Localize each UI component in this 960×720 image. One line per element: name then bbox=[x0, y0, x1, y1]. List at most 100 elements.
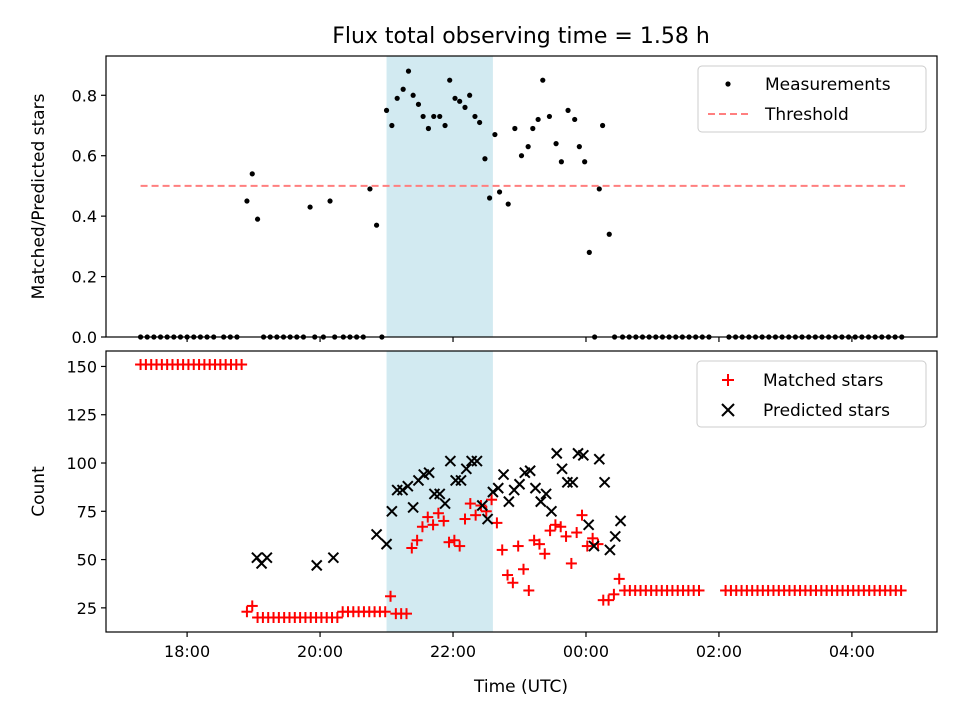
measurement-point bbox=[431, 113, 437, 120]
matched-star-marker bbox=[613, 573, 625, 585]
measurement-point bbox=[606, 231, 612, 237]
predicted-star-marker bbox=[535, 495, 547, 508]
predicted-star-marker bbox=[492, 482, 504, 494]
x-tick-label: 00:00 bbox=[563, 642, 609, 661]
predicted-star-marker bbox=[311, 559, 323, 572]
measurement-point bbox=[582, 159, 588, 165]
measurement-point bbox=[586, 249, 592, 255]
measurement-point bbox=[572, 116, 578, 123]
matched-star-marker bbox=[427, 519, 439, 531]
measurement-point bbox=[244, 198, 250, 204]
predicted-star-marker bbox=[439, 497, 451, 510]
matched-star-marker bbox=[411, 534, 423, 546]
x-tick-label: 04:00 bbox=[829, 642, 875, 661]
legend: Matched stars Predicted stars bbox=[696, 360, 927, 428]
measurement-point bbox=[565, 107, 571, 113]
matched-star-marker bbox=[895, 584, 907, 596]
y-tick-label: 0.8 bbox=[72, 86, 97, 105]
measurement-point bbox=[535, 116, 541, 123]
matched-star-marker bbox=[512, 540, 524, 552]
matched-star-marker bbox=[507, 577, 519, 589]
predicted-star-marker bbox=[556, 463, 568, 475]
y-tick-label: 150 bbox=[66, 357, 97, 376]
ratio-marks bbox=[137, 68, 906, 340]
measurement-point bbox=[530, 125, 536, 132]
predicted-star-marker bbox=[577, 449, 590, 461]
measurement-point bbox=[437, 113, 443, 120]
chart-title: Flux total observing time = 1.58 h bbox=[332, 24, 710, 49]
predicted-star-marker bbox=[524, 465, 536, 477]
measurement-point bbox=[472, 113, 478, 120]
matched-star-marker bbox=[385, 590, 397, 602]
measurement-point bbox=[389, 122, 395, 129]
matched-star-marker bbox=[517, 563, 529, 575]
measurement-point bbox=[410, 92, 416, 98]
matched-star-marker bbox=[448, 534, 460, 546]
predicted-star-marker bbox=[460, 463, 473, 475]
measurement-point bbox=[367, 186, 373, 192]
measurement-point bbox=[394, 95, 400, 101]
predicted-star-marker bbox=[487, 486, 499, 498]
measurement-point bbox=[327, 198, 333, 204]
x-tick-label: 20:00 bbox=[297, 642, 343, 661]
count-plot-frame bbox=[105, 350, 938, 633]
predicted-star-marker bbox=[582, 519, 595, 531]
matched-star-marker bbox=[565, 557, 577, 569]
x-tick-label: 18:00 bbox=[164, 642, 210, 661]
matched-star-marker bbox=[241, 606, 253, 618]
matched-star-marker bbox=[533, 538, 545, 550]
measurement-point bbox=[405, 68, 412, 74]
y-axis-label: Count bbox=[29, 466, 49, 517]
y-tick-label: 50 bbox=[77, 551, 97, 570]
y-tick-label: 75 bbox=[77, 502, 97, 521]
measurement-point bbox=[249, 171, 255, 177]
matched-star-marker bbox=[464, 498, 476, 510]
legend-box bbox=[697, 65, 927, 133]
measurement-point bbox=[553, 141, 559, 147]
predicted-star-marker bbox=[380, 538, 393, 550]
x-tick-label: 02:00 bbox=[696, 642, 742, 661]
predicted-star-marker bbox=[604, 544, 616, 556]
matched-star-marker bbox=[603, 594, 615, 606]
count-panel: 25 50 75 100 125 150 18:00 20:00 22:00 00:00 02:0… bbox=[29, 350, 938, 697]
measurement-point bbox=[462, 104, 468, 110]
matched-star-marker bbox=[491, 517, 503, 529]
predicted-star-marker bbox=[593, 453, 605, 465]
measurement-point bbox=[496, 189, 503, 195]
matched-star-marker bbox=[236, 359, 248, 371]
matched-star-marker bbox=[331, 612, 343, 624]
matched-star-marker bbox=[502, 569, 514, 581]
x-axis-label: Time (UTC) bbox=[473, 677, 568, 697]
matched-star-marker bbox=[496, 544, 508, 556]
y-tick-label: 25 bbox=[77, 599, 97, 618]
matched-star-marker bbox=[560, 530, 572, 542]
ratio-plot-frame bbox=[105, 55, 938, 338]
matched-star-marker bbox=[400, 608, 412, 620]
measurement-point bbox=[482, 156, 488, 162]
matched-star-marker bbox=[571, 527, 583, 539]
matched-star-marker bbox=[379, 606, 391, 618]
predicted-star-marker bbox=[614, 515, 627, 527]
matched-star-marker bbox=[587, 532, 599, 544]
measurement-point bbox=[373, 222, 380, 228]
matched-star-marker bbox=[438, 515, 450, 527]
measurement-point bbox=[576, 144, 582, 150]
measurement-point bbox=[452, 95, 458, 101]
matched-star-marker bbox=[443, 536, 455, 548]
y-tick-label: 0.2 bbox=[72, 268, 97, 287]
measurement-point bbox=[505, 201, 511, 207]
measurement-point bbox=[447, 77, 453, 83]
measurement-point bbox=[558, 159, 564, 165]
predicted-star-marker bbox=[370, 528, 383, 541]
predicted-star-marker bbox=[545, 505, 558, 518]
legend-predicted-marker bbox=[721, 403, 735, 417]
measurement-point bbox=[486, 195, 493, 201]
measurement-point bbox=[518, 153, 525, 159]
legend-matched: Matched stars bbox=[763, 371, 883, 391]
matched-star-marker bbox=[549, 519, 561, 531]
predicted-star-marker bbox=[386, 505, 398, 518]
matched-star-marker bbox=[406, 542, 418, 554]
measurement-point bbox=[525, 144, 531, 150]
predicted-star-marker bbox=[551, 447, 563, 460]
